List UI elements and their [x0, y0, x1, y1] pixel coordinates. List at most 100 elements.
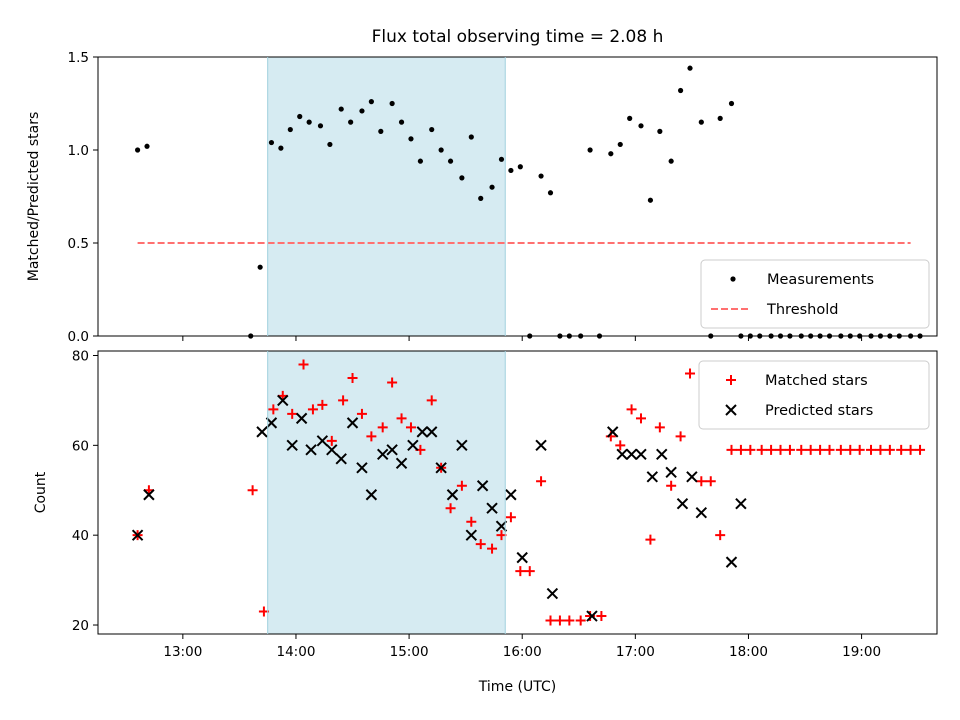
- matched-stars-point: [626, 404, 637, 415]
- matched-stars-point: [805, 444, 816, 455]
- legend-label: Threshold: [766, 302, 838, 318]
- x-tick-label: 15:00: [390, 644, 429, 660]
- predicted-stars-point: [646, 471, 659, 483]
- measurement-point: [538, 173, 544, 179]
- chart-title: Flux total observing time = 2.08 h: [372, 27, 664, 47]
- bottom-legend: Matched stars Predicted stars: [698, 360, 930, 430]
- measurement-point: [508, 167, 514, 174]
- matched-stars-point: [835, 444, 846, 455]
- matched-stars-point: [396, 413, 407, 424]
- measurement-point: [478, 195, 484, 201]
- measurement-point: [468, 134, 474, 140]
- matched-stars-point: [247, 485, 258, 496]
- predicted-stars-point: [286, 439, 298, 452]
- matched-stars-point: [387, 377, 398, 388]
- bottom-y-axis-label: Count: [33, 471, 49, 513]
- matched-stars-point: [307, 404, 318, 415]
- matched-stars-point: [317, 399, 328, 410]
- legend-label: Matched stars: [765, 373, 868, 389]
- measurement-point: [134, 147, 141, 153]
- legend-label: Measurements: [767, 272, 874, 288]
- predicted-stars-point: [295, 412, 308, 425]
- predicted-stars-point: [256, 426, 268, 438]
- matched-stars-point: [554, 615, 565, 626]
- legend-plus-icon: [726, 375, 736, 385]
- y-tick-label: 1.5: [68, 50, 89, 66]
- predicted-stars-point: [546, 587, 559, 600]
- measurement-point: [627, 115, 633, 121]
- measurement-point: [489, 184, 495, 190]
- predicted-stars-point: [346, 417, 359, 429]
- matched-stars-point: [268, 404, 279, 415]
- measurement-point: [257, 264, 263, 270]
- measurement-point: [668, 158, 674, 164]
- measurement-point: [327, 141, 333, 148]
- predicted-stars-point: [305, 444, 317, 456]
- measurement-point: [677, 87, 684, 94]
- matched-stars-point: [875, 444, 886, 455]
- matched-stars-point: [524, 566, 535, 577]
- matched-stars-point: [845, 444, 856, 455]
- matched-stars-point: [735, 444, 746, 455]
- y-tick-label: 1.0: [68, 143, 89, 159]
- bottom-x-axis: 13:00 14:00 15:00 16:00 17:00 18:00 19:00: [163, 634, 881, 660]
- matched-stars-point: [505, 512, 516, 523]
- measurement-point: [389, 100, 395, 107]
- y-tick-label: 60: [72, 438, 89, 454]
- matched-stars-point: [675, 431, 686, 442]
- matched-stars-point: [726, 444, 737, 455]
- matched-stars-point: [426, 395, 437, 406]
- predicted-stars-point: [616, 448, 628, 461]
- top-legend: Measurements Threshold: [700, 259, 930, 329]
- y-tick-label: 0.0: [68, 329, 89, 345]
- matched-stars-point: [287, 408, 298, 419]
- predicted-stars-point: [277, 394, 289, 407]
- matched-stars-point: [815, 444, 826, 455]
- matched-stars-point: [536, 476, 547, 487]
- predicted-stars-point: [435, 462, 447, 474]
- measurement-point: [717, 115, 723, 121]
- measurement-point: [408, 136, 414, 142]
- matched-stars-point: [696, 476, 707, 487]
- predicted-stars-point: [505, 489, 517, 501]
- matched-stars-point: [475, 539, 486, 550]
- matched-stars-point: [905, 444, 916, 455]
- matched-stars-point: [705, 476, 716, 487]
- predicted-stars-point: [407, 439, 419, 452]
- matched-stars-point: [466, 516, 477, 527]
- measurement-point: [338, 106, 344, 112]
- y-tick-label: 20: [72, 618, 89, 634]
- matched-stars-point: [456, 480, 467, 491]
- x-tick-label: 18:00: [729, 644, 768, 660]
- predicted-stars-point: [676, 498, 689, 510]
- legend-x-icon: [725, 404, 737, 416]
- measurement-point: [617, 141, 623, 148]
- x-axis-label: Time (UTC): [478, 679, 556, 695]
- predicted-stars-point: [465, 529, 478, 541]
- legend-box: [698, 360, 930, 430]
- predicted-stars-point: [365, 489, 378, 501]
- flux-ratio-panel: 0.0 0.5 1.0 1.5 Flux total observing time =…: [26, 27, 938, 345]
- legend-dot-icon: [730, 276, 736, 282]
- observing-window-shade: [267, 57, 506, 336]
- predicted-stars-point: [386, 444, 398, 456]
- predicted-stars-point: [656, 448, 668, 461]
- matched-stars-point: [884, 444, 895, 455]
- measurement-point: [348, 119, 354, 125]
- x-tick-label: 16:00: [503, 644, 542, 660]
- predicted-stars-point: [735, 498, 747, 510]
- top-y-axis-label: Matched/Predicted stars: [26, 112, 42, 282]
- measurement-point: [278, 145, 284, 151]
- matched-stars-point: [585, 611, 596, 622]
- matched-stars-point: [775, 444, 786, 455]
- measurement-point: [297, 113, 303, 120]
- predicted-stars-point: [456, 439, 468, 452]
- measurement-point: [459, 175, 465, 181]
- x-tick-label: 19:00: [842, 644, 881, 660]
- matched-stars-point: [685, 368, 696, 379]
- y-tick-label: 0.5: [68, 236, 89, 252]
- measurement-point: [638, 123, 644, 129]
- matched-stars-point: [366, 431, 377, 442]
